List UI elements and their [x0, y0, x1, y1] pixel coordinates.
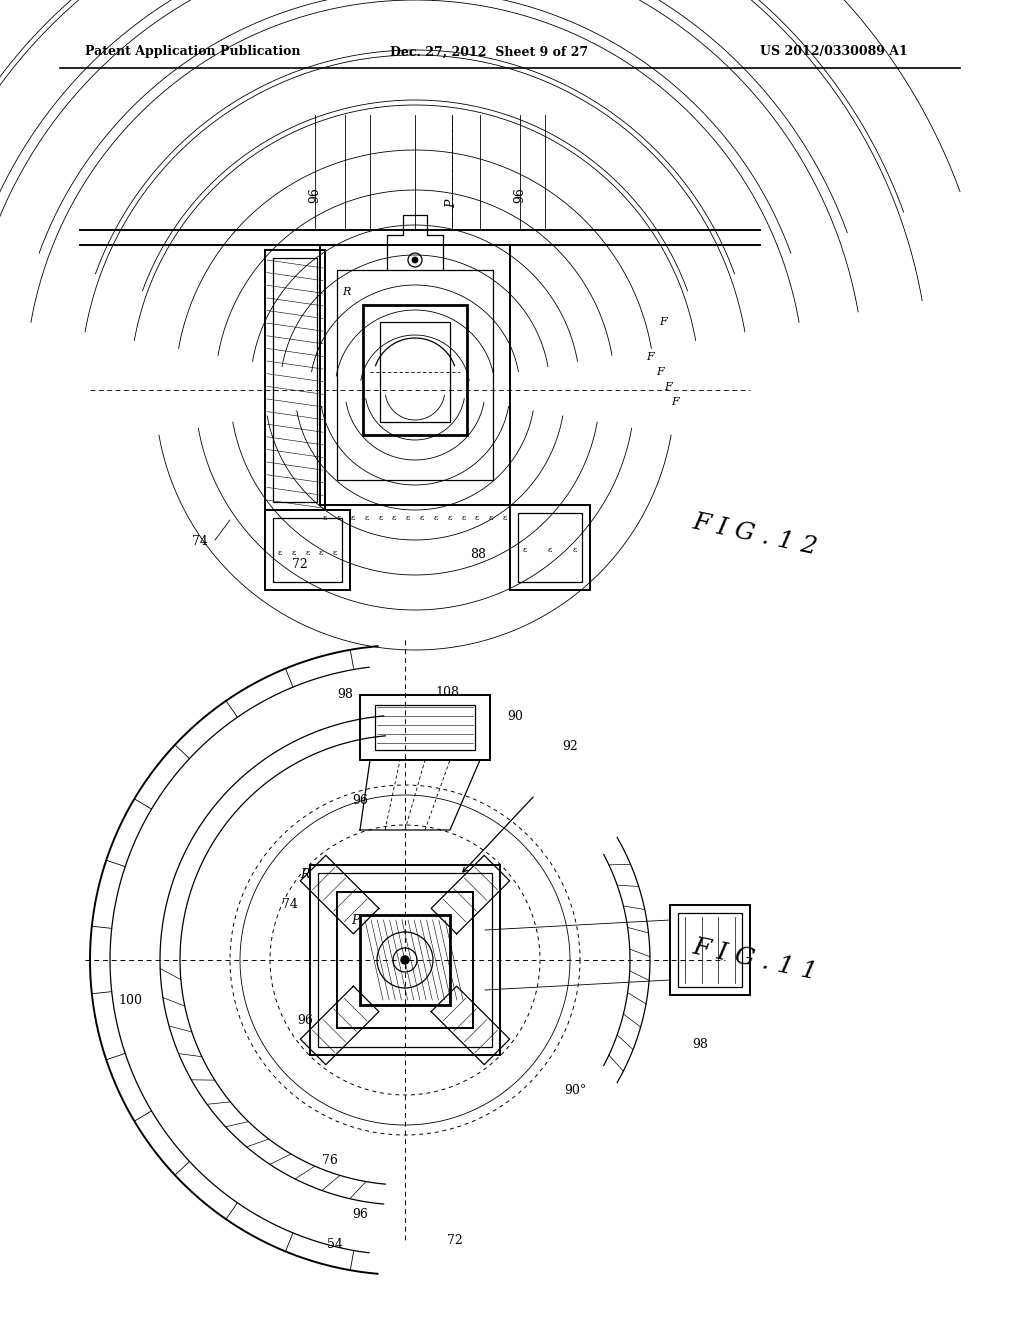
Text: 92: 92: [562, 741, 578, 754]
Text: ε: ε: [475, 513, 479, 521]
Text: F: F: [665, 381, 672, 392]
Bar: [337, 892, 473, 1028]
Bar: [310, 865, 500, 1055]
Bar: [362, 305, 467, 436]
Text: ε: ε: [548, 546, 552, 554]
Text: R: R: [342, 286, 350, 297]
Text: Patent Application Publication: Patent Application Publication: [85, 45, 300, 58]
Text: P: P: [351, 913, 359, 927]
Text: ε: ε: [323, 513, 328, 521]
Text: ε: ε: [447, 513, 452, 521]
Text: ε: ε: [333, 549, 337, 557]
Text: ε: ε: [420, 513, 424, 521]
Text: ε: ε: [365, 513, 369, 521]
Text: 72: 72: [447, 1233, 463, 1246]
Text: Dec. 27, 2012  Sheet 9 of 27: Dec. 27, 2012 Sheet 9 of 27: [390, 45, 588, 58]
Text: ε: ε: [278, 549, 283, 557]
Text: ε: ε: [489, 513, 494, 521]
Text: 108: 108: [435, 685, 459, 698]
Bar: [319, 246, 510, 506]
Text: F: F: [646, 352, 654, 362]
Text: 96: 96: [308, 187, 322, 203]
Text: 100: 100: [118, 994, 142, 1006]
Text: ε: ε: [305, 549, 309, 557]
Text: 74: 74: [282, 899, 298, 912]
Text: 90°: 90°: [564, 1084, 586, 1097]
Text: 96: 96: [352, 793, 368, 807]
Text: 76: 76: [323, 1154, 338, 1167]
Bar: [380, 322, 450, 422]
Bar: [360, 696, 490, 760]
Text: ε: ε: [433, 513, 438, 521]
Bar: [265, 249, 325, 510]
Text: F: F: [671, 397, 679, 407]
Text: ε: ε: [378, 513, 383, 521]
Bar: [510, 506, 590, 590]
Text: ε: ε: [319, 549, 324, 557]
Bar: [337, 271, 493, 480]
Text: ε: ε: [406, 513, 411, 521]
Text: 98: 98: [692, 1039, 708, 1052]
Circle shape: [401, 956, 409, 964]
Bar: [360, 915, 450, 1005]
Text: 96: 96: [352, 1209, 368, 1221]
Text: P: P: [445, 199, 459, 209]
Text: 96: 96: [513, 187, 526, 203]
Text: 88: 88: [470, 548, 486, 561]
Text: 98: 98: [337, 689, 353, 701]
Bar: [273, 517, 342, 582]
Bar: [375, 705, 475, 750]
Text: 54: 54: [327, 1238, 343, 1251]
Bar: [318, 873, 492, 1047]
Text: ε: ε: [337, 513, 341, 521]
Text: 74: 74: [193, 535, 208, 548]
Text: US 2012/0330089 A1: US 2012/0330089 A1: [760, 45, 907, 58]
Text: ε: ε: [392, 513, 396, 521]
Text: ε: ε: [292, 549, 296, 557]
Text: F I G . 1 2: F I G . 1 2: [690, 511, 819, 560]
Text: F: F: [656, 367, 664, 378]
Text: ε: ε: [461, 513, 466, 521]
Text: ε: ε: [350, 513, 355, 521]
Bar: [265, 510, 350, 590]
Bar: [670, 906, 750, 995]
Bar: [518, 513, 582, 582]
Text: ε: ε: [523, 546, 527, 554]
Text: ε: ε: [572, 546, 578, 554]
Bar: [678, 913, 742, 987]
Text: 72: 72: [292, 558, 308, 572]
Text: R: R: [300, 869, 309, 882]
Text: F: F: [659, 317, 667, 327]
Text: 96: 96: [297, 1014, 313, 1027]
Circle shape: [412, 257, 418, 263]
Text: ε: ε: [503, 513, 507, 521]
Text: 90: 90: [507, 710, 523, 723]
Text: F I G . 1 1: F I G . 1 1: [690, 936, 819, 985]
Bar: [273, 257, 317, 502]
